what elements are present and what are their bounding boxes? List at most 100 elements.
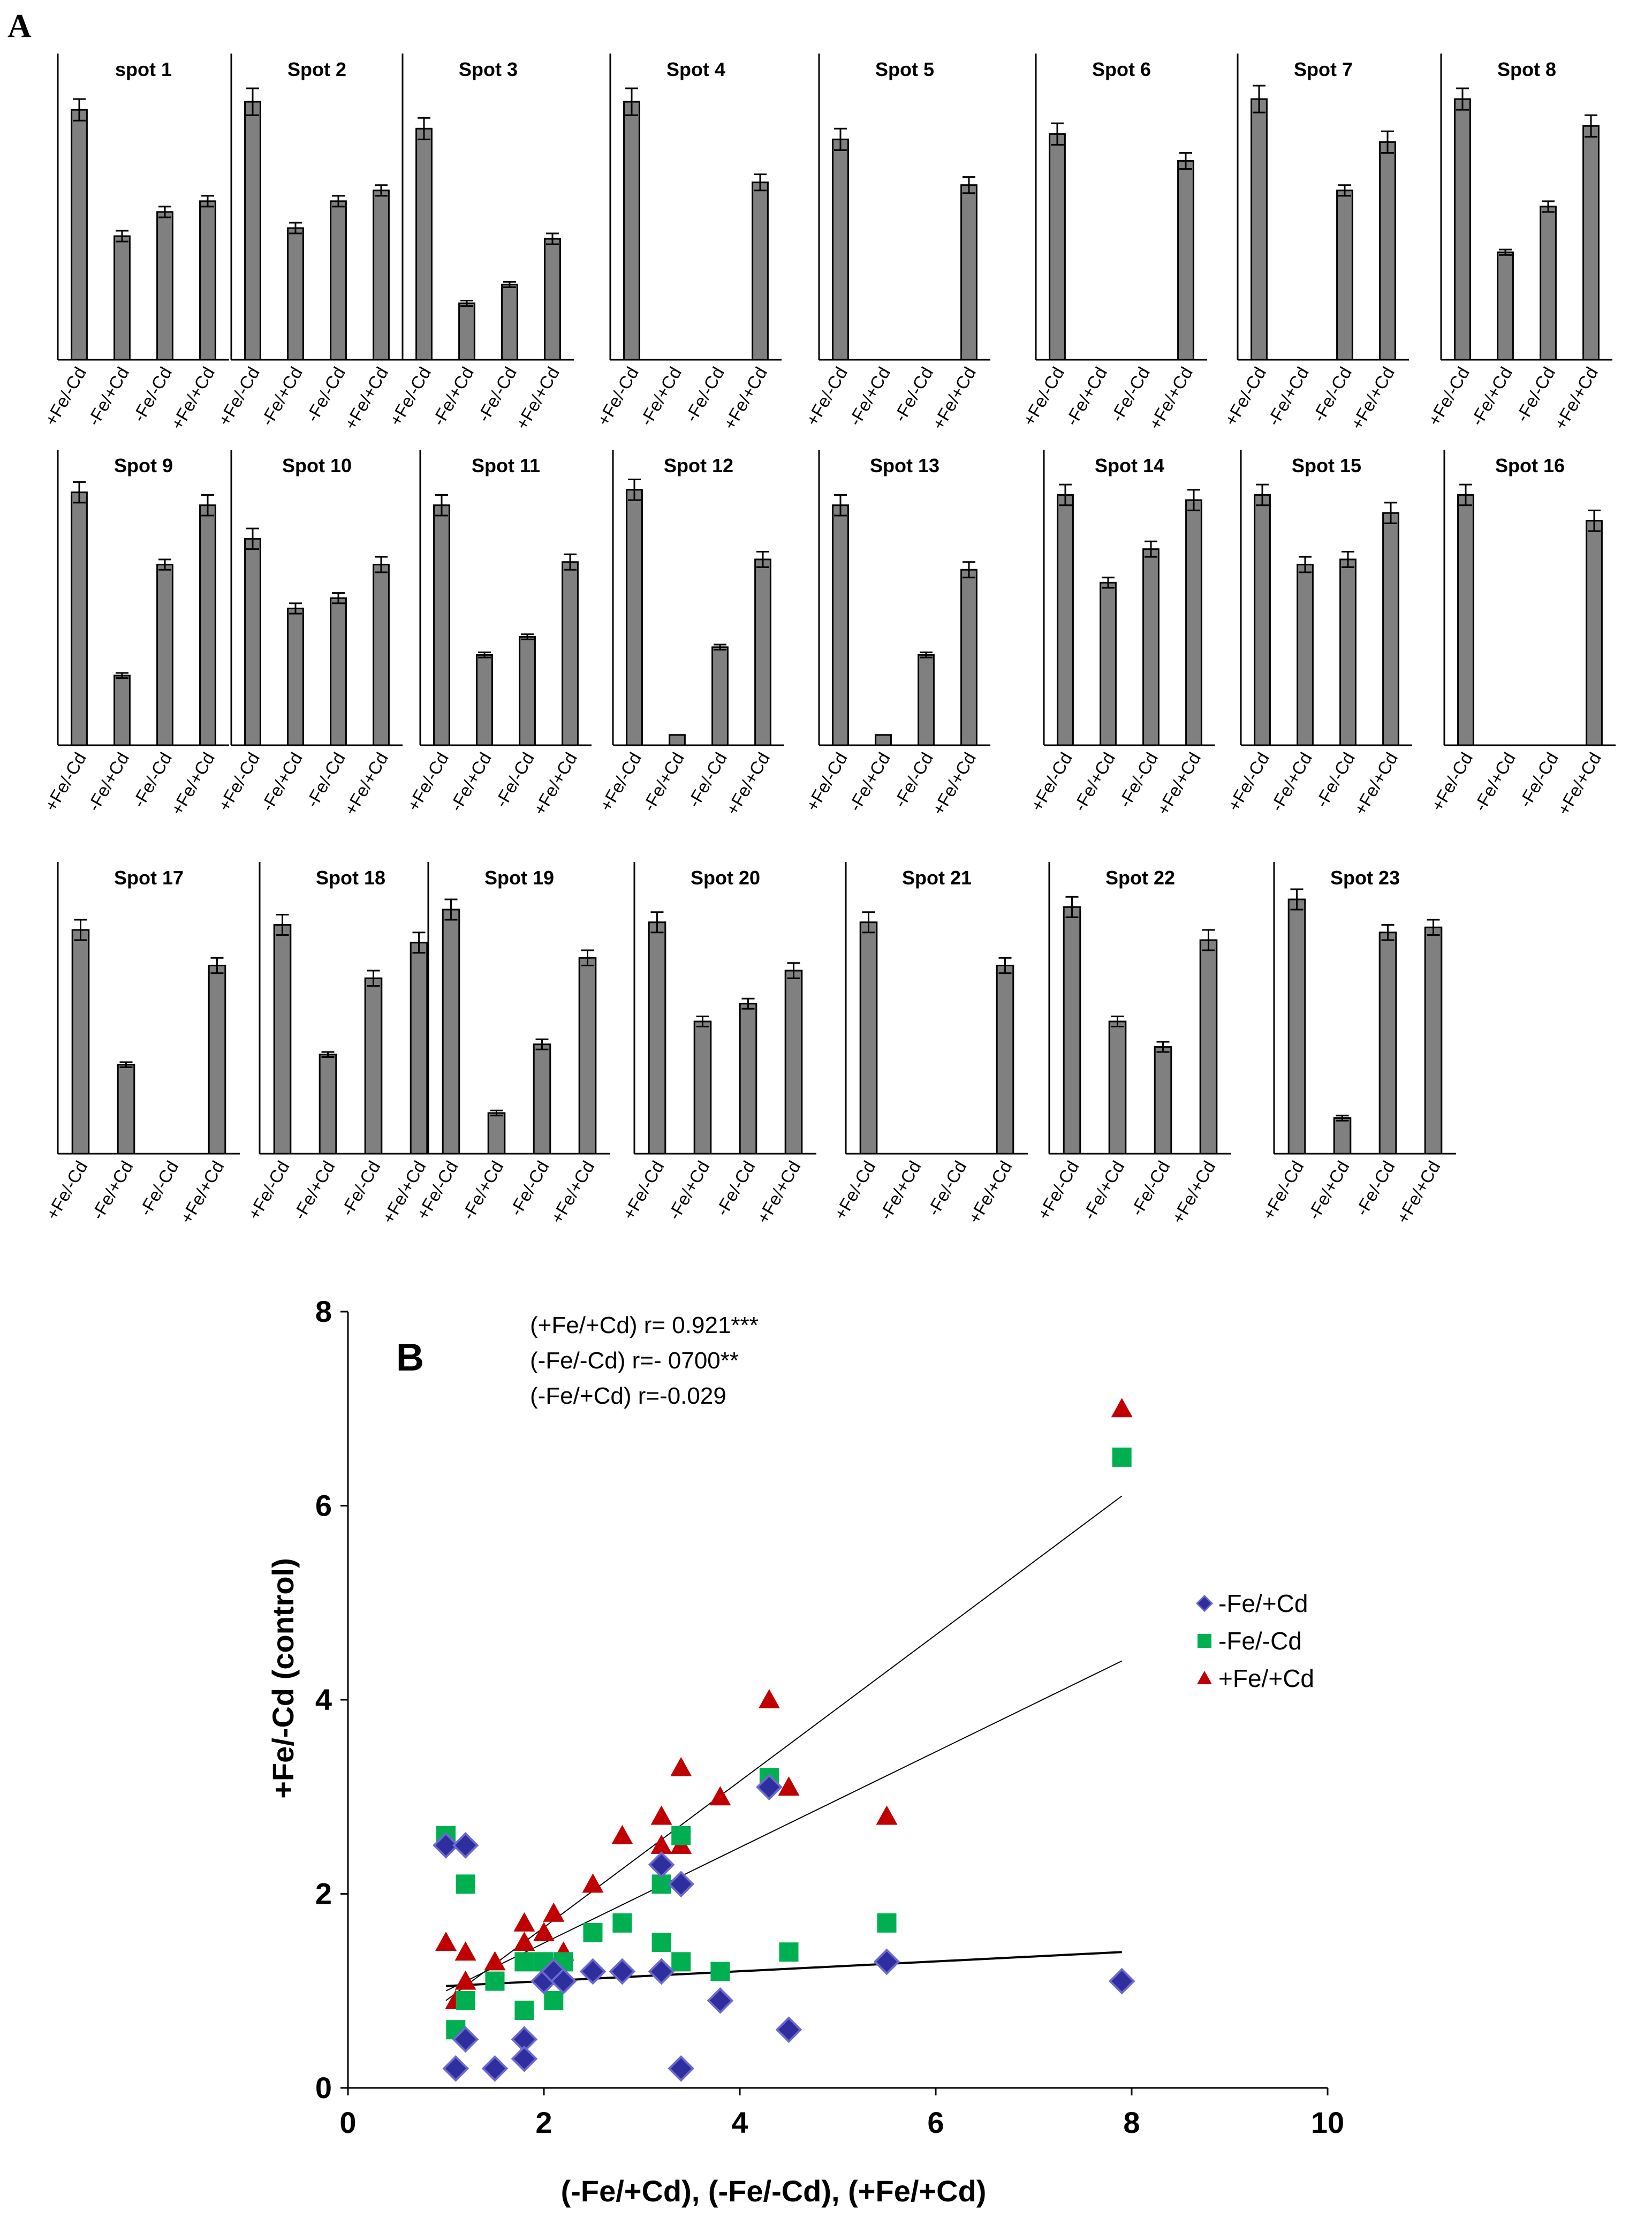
legend-marker-triangle xyxy=(1197,1671,1212,1684)
point-diamond xyxy=(707,1987,734,2014)
point-diamond xyxy=(756,1774,783,1800)
bar xyxy=(1333,1117,1352,1155)
point-square xyxy=(710,1962,730,1981)
bar xyxy=(784,970,803,1155)
spot-title: Spot 21 xyxy=(902,867,972,889)
x-tick-label: 2 xyxy=(535,2106,552,2139)
spot-title: Spot 5 xyxy=(875,58,934,80)
point-diamond xyxy=(1108,1967,1135,1995)
bar xyxy=(199,504,216,746)
spot-title: Spot 10 xyxy=(282,455,352,476)
point-triangle xyxy=(1111,1398,1133,1418)
point-triangle xyxy=(435,1932,457,1951)
correlation-annotation: (-Fe/-Cd) r=- 0700** xyxy=(530,1348,739,1374)
point-triangle xyxy=(582,1873,604,1893)
spot-title: Spot 6 xyxy=(1092,58,1151,80)
legend-item: -Fe/-Cd xyxy=(1198,1627,1302,1655)
bar xyxy=(1177,160,1194,361)
x-axis-title: (-Fe/+Cd), (-Fe/-Cd), (+Fe/+Cd) xyxy=(561,2174,987,2208)
bar xyxy=(476,654,493,746)
bar xyxy=(669,734,686,746)
bar xyxy=(319,1054,337,1155)
point-diamond xyxy=(609,1958,636,1985)
bar xyxy=(918,654,935,746)
point-square xyxy=(544,1990,564,2010)
x-tick-label: 4 xyxy=(731,2106,748,2139)
bar xyxy=(458,302,475,361)
bar xyxy=(117,1064,135,1155)
point-square xyxy=(456,1990,475,2010)
legend-label: -Fe/+Cd xyxy=(1218,1589,1308,1617)
spot-title: Spot 23 xyxy=(1330,867,1400,889)
point-triangle xyxy=(513,1932,535,1951)
point-diamond xyxy=(511,2045,538,2072)
spot-title: spot 1 xyxy=(115,58,172,80)
bar xyxy=(1336,190,1353,361)
legend-marker-square xyxy=(1198,1634,1211,1648)
bar xyxy=(287,227,304,361)
bar xyxy=(330,597,347,746)
point-diamond xyxy=(648,1958,675,1985)
y-axis-title: +Fe/-Cd (control) xyxy=(266,1558,300,1799)
legend-item: -Fe/+Cd xyxy=(1195,1589,1308,1617)
bar xyxy=(156,564,173,746)
point-diamond xyxy=(775,2016,802,2043)
bar xyxy=(71,109,88,361)
point-square xyxy=(651,1933,671,1952)
bar xyxy=(442,909,460,1155)
spot-title: Spot 2 xyxy=(287,58,346,80)
point-diamond xyxy=(648,1851,675,1878)
spot-title: Spot 17 xyxy=(114,867,184,889)
point-square xyxy=(514,1952,534,1972)
point-triangle xyxy=(758,1689,780,1708)
bar xyxy=(1497,251,1514,361)
spot-title: Spot 7 xyxy=(1294,58,1353,80)
y-tick-label: 6 xyxy=(315,1489,332,1523)
point-diamond xyxy=(433,1832,459,1859)
bar xyxy=(1297,564,1314,746)
point-triangle xyxy=(454,1970,476,1990)
bar xyxy=(487,1112,506,1155)
spot-title: Spot 14 xyxy=(1095,455,1164,476)
point-square xyxy=(583,1923,603,1942)
spot-title: Spot 19 xyxy=(484,867,554,889)
trendline xyxy=(445,1660,1123,1992)
bar xyxy=(996,965,1014,1155)
y-tick-label: 8 xyxy=(315,1295,332,1328)
spot-title: Spot 20 xyxy=(691,867,760,889)
spot-title: Spot 22 xyxy=(1105,867,1175,889)
series-square xyxy=(436,1447,1132,2040)
legend-item: +Fe/+Cd xyxy=(1197,1664,1314,1692)
bar xyxy=(1586,520,1603,746)
point-diamond xyxy=(668,1871,695,1898)
spot-title: Spot 13 xyxy=(870,455,939,476)
bar xyxy=(1185,499,1202,746)
point-diamond xyxy=(442,2055,469,2082)
bar xyxy=(1454,98,1471,361)
spot-title: Spot 18 xyxy=(316,867,385,889)
y-tick-label: 2 xyxy=(315,1877,332,1911)
point-square xyxy=(1112,1447,1132,1467)
bar xyxy=(1254,494,1271,746)
bar xyxy=(1057,494,1074,746)
bar xyxy=(1378,932,1397,1155)
point-square xyxy=(514,2001,534,2020)
point-square xyxy=(671,1952,691,1972)
bar xyxy=(1154,1046,1172,1155)
bar xyxy=(544,238,561,361)
bar xyxy=(273,924,292,1155)
point-triangle xyxy=(709,1786,731,1806)
point-square xyxy=(612,1913,632,1933)
point-square xyxy=(456,1874,475,1894)
spot-title: Spot 11 xyxy=(472,455,540,476)
legend-label: -Fe/-Cd xyxy=(1218,1627,1302,1655)
bar xyxy=(648,921,666,1155)
bar xyxy=(113,235,131,361)
spot-chart-20: Spot 20+Fe/-Cd-Fe/+Cd-Fe/-Cd+Fe/+Cd xyxy=(618,862,816,1227)
bar xyxy=(364,977,383,1155)
bar xyxy=(1100,581,1117,746)
point-triangle xyxy=(484,1951,506,1971)
x-tick-label: 8 xyxy=(1123,2106,1140,2139)
bar xyxy=(1287,898,1306,1155)
